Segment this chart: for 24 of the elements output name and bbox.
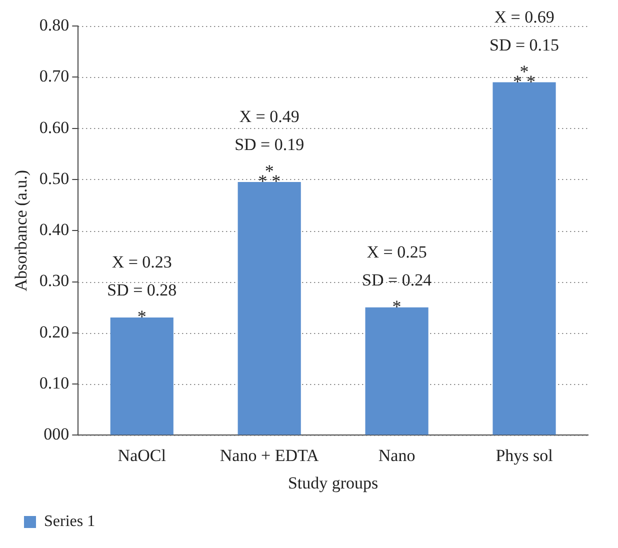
x-tick-label: Phys sol bbox=[496, 446, 554, 465]
annotation: X = 0.69 SD = 0.15 * * * bbox=[489, 7, 560, 92]
annotation: X = 0.49 SD = 0.19 * * * bbox=[234, 107, 304, 192]
y-tick-label: 0.10 bbox=[39, 374, 70, 393]
y-tick-label: 0.80 bbox=[39, 15, 70, 34]
y-tick-label: 0.40 bbox=[39, 220, 70, 240]
bar bbox=[238, 182, 301, 435]
bar bbox=[365, 307, 428, 435]
y-tick-label: 000 bbox=[44, 424, 70, 444]
y-tick-label: 0.30 bbox=[39, 271, 70, 290]
x-tick-label: Nano bbox=[378, 446, 416, 465]
y-axis-title: Absorbance (a.u.) bbox=[12, 170, 31, 292]
bar bbox=[492, 82, 556, 435]
y-tick-label: 0.60 bbox=[39, 118, 70, 137]
annotation: X = 0.23 SD = 0.28 * bbox=[107, 252, 177, 327]
x-axis-title: Study groups bbox=[288, 473, 378, 492]
bar bbox=[110, 318, 174, 435]
y-tick-label: 0.20 bbox=[39, 322, 70, 342]
y-tick-label: 0.50 bbox=[39, 168, 70, 188]
annotation: X = 0.25 SD = 0.24 * bbox=[362, 242, 432, 316]
x-tick-label: NaOCl bbox=[118, 446, 166, 465]
y-tick-label: 0.70 bbox=[39, 66, 70, 86]
legend-label: Series 1 bbox=[44, 513, 96, 530]
x-tick-label: Nano + EDTA bbox=[220, 446, 320, 465]
